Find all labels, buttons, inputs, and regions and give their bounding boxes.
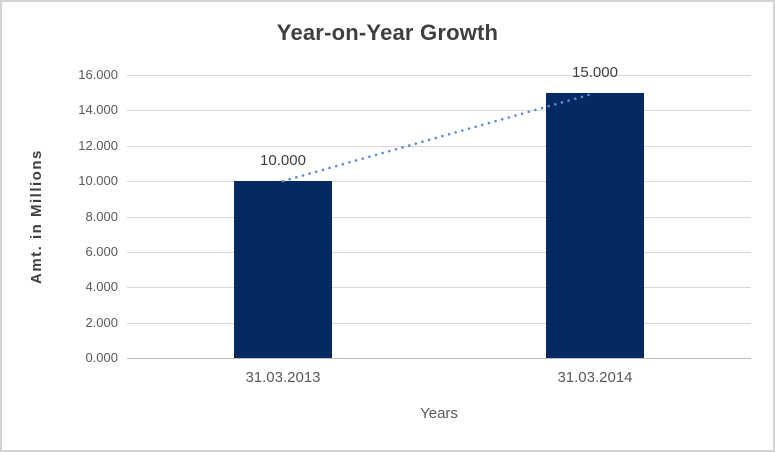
y-tick-label: 6.000: [85, 243, 118, 259]
y-tick-label: 8.000: [85, 208, 118, 224]
gridline: [127, 110, 751, 111]
y-tick-label: 0.000: [85, 350, 118, 365]
gridline: [127, 146, 751, 147]
x-axis-title: Years: [420, 405, 458, 422]
x-tick-label: 31.03.2014: [557, 369, 633, 386]
y-axis-title: Amt. in Millions: [28, 149, 45, 284]
x-axis-line: [127, 358, 751, 359]
bar-value-label: 10.000: [260, 152, 306, 170]
chart-title: Year-on-Year Growth: [276, 20, 499, 45]
gridline: [127, 75, 751, 76]
y-tick-label: 4.000: [85, 279, 118, 295]
bar-31.03.2014: [546, 92, 644, 358]
x-tick-label: 31.03.2013: [245, 369, 321, 386]
bar-value-label: 15.000: [572, 63, 618, 81]
gridline: [127, 217, 751, 218]
gridline: [127, 181, 751, 182]
trendline: [281, 92, 595, 183]
y-tick-label: 16.000: [78, 67, 118, 82]
bar-31.03.2013: [234, 181, 332, 358]
gridline: [127, 287, 751, 288]
y-tick-label: 10.000: [78, 173, 118, 189]
gridline: [127, 252, 751, 253]
y-tick-label: 2.000: [85, 314, 118, 330]
plot-area: [127, 75, 751, 359]
y-tick-label: 14.000: [78, 102, 118, 118]
gridline: [127, 323, 751, 324]
y-tick-label: 12.000: [78, 137, 118, 153]
